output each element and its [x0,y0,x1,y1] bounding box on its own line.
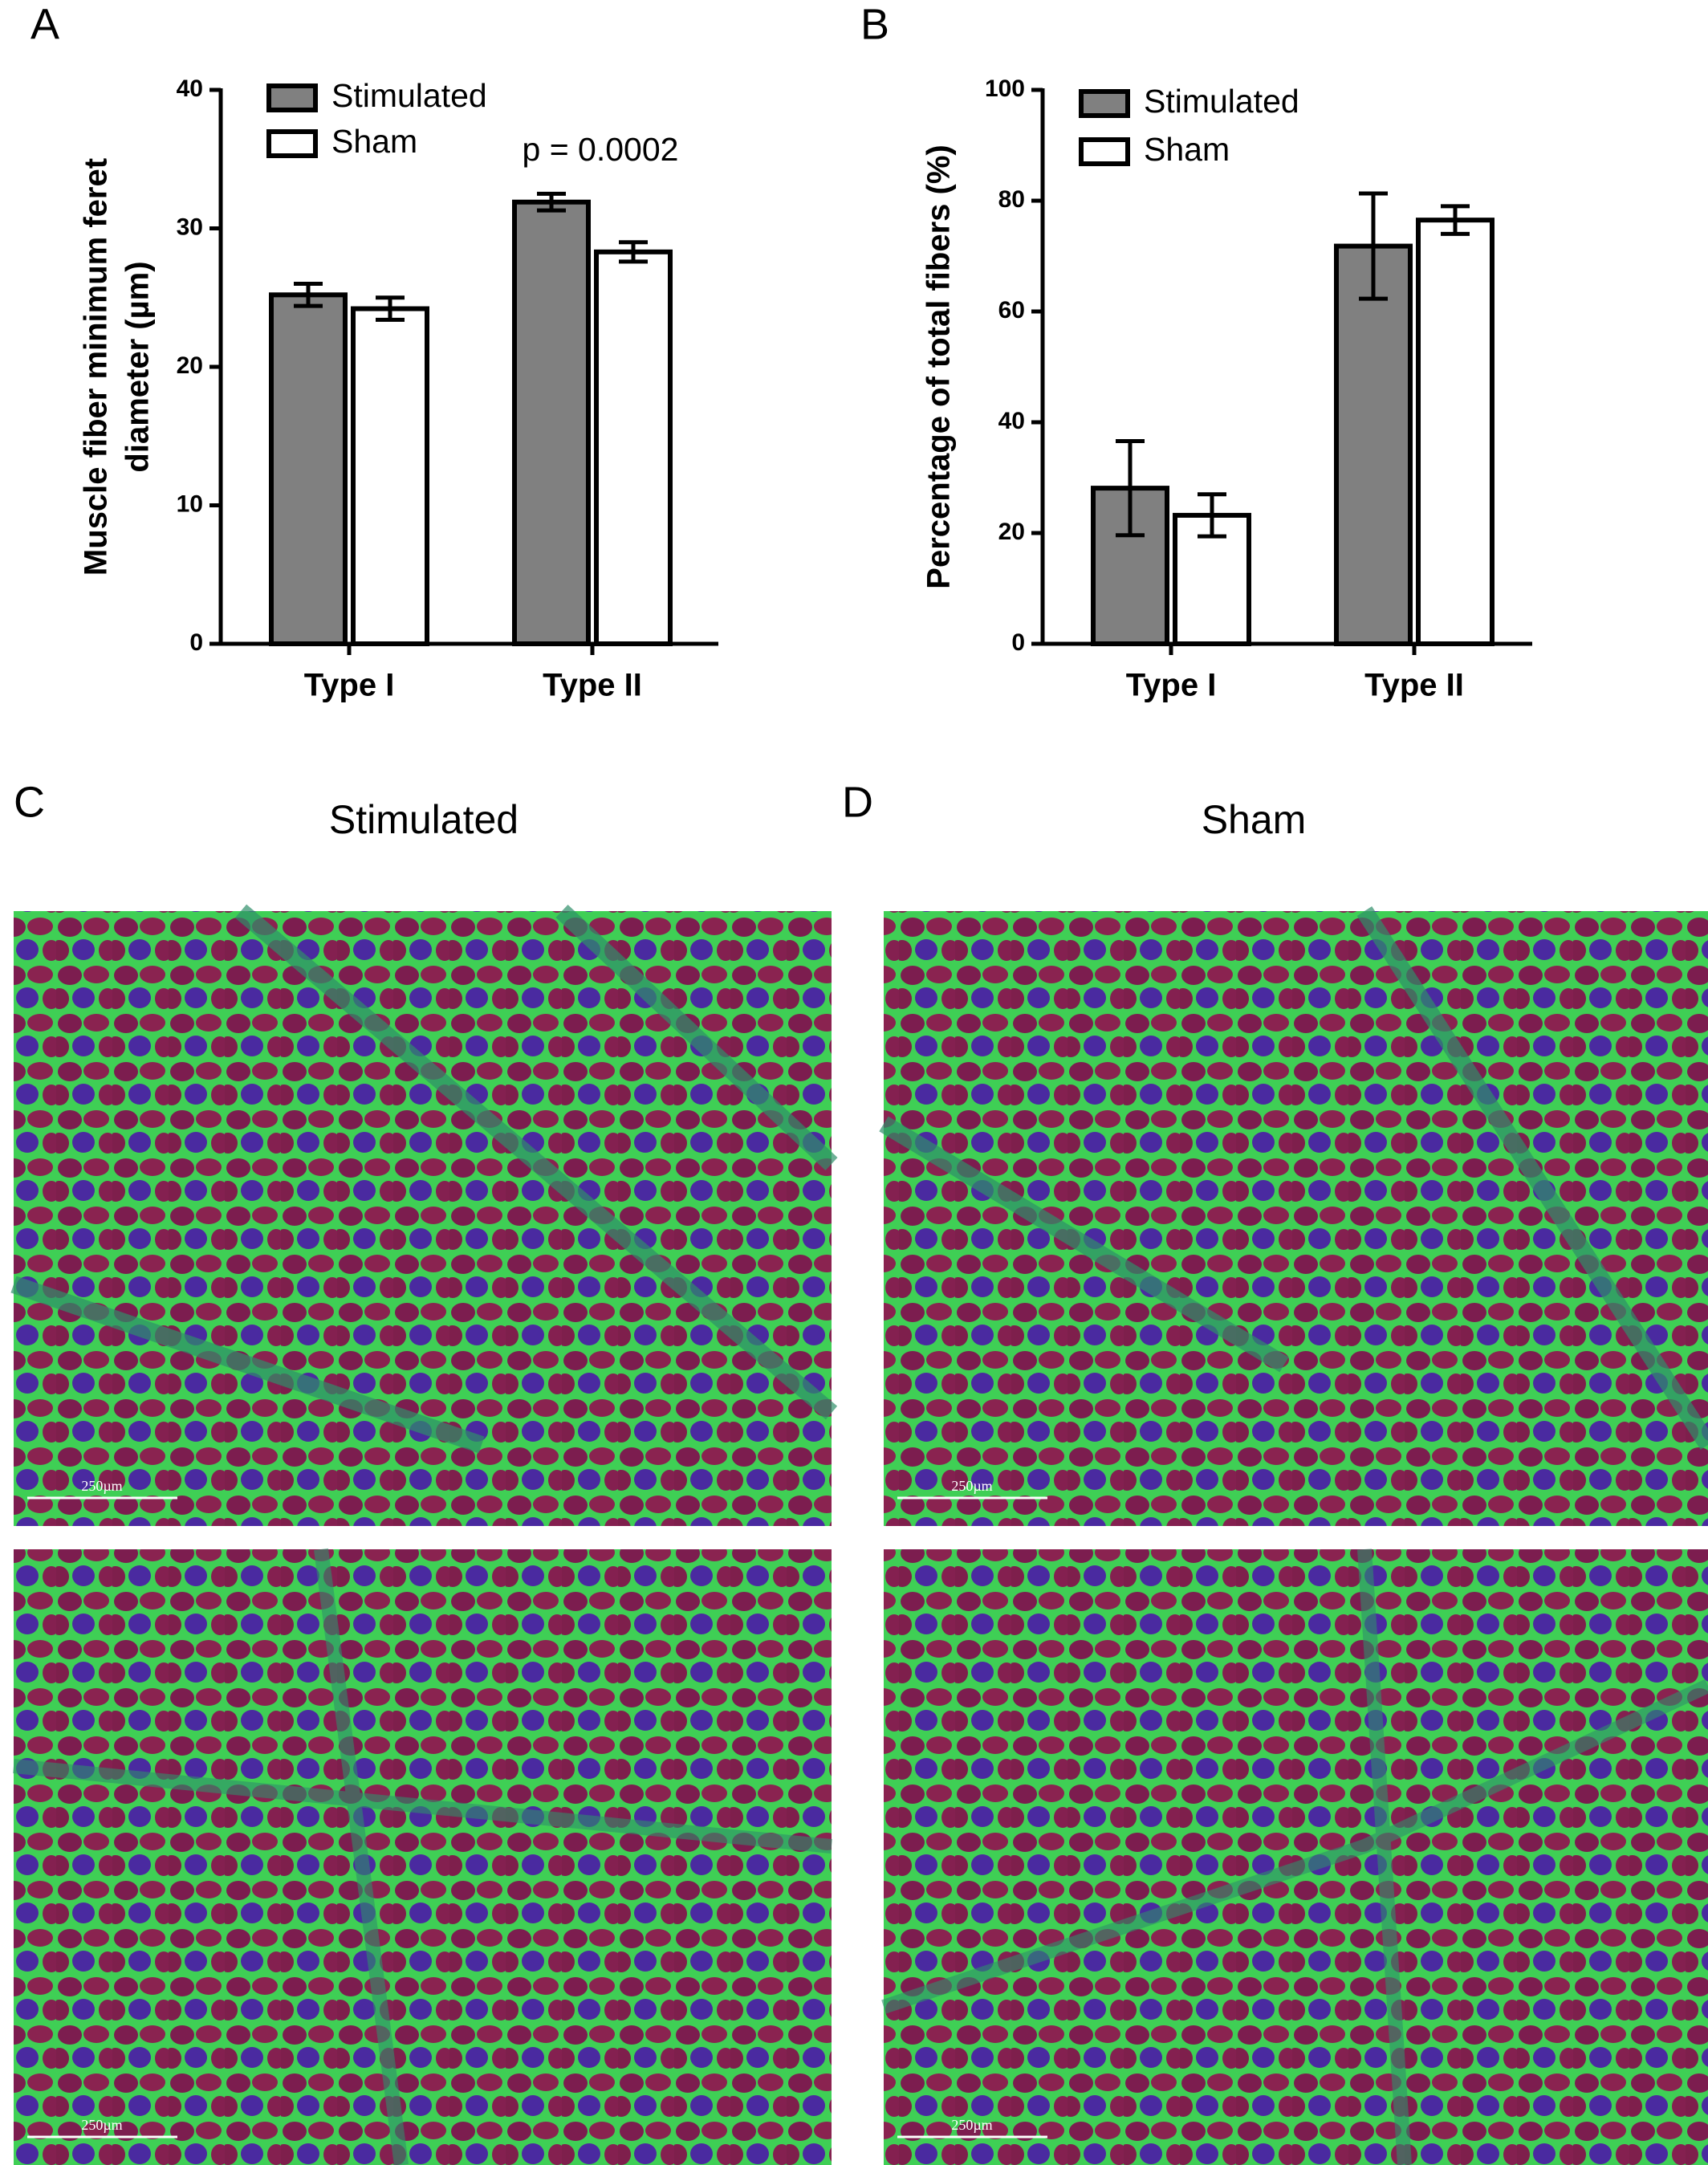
micrographs: 250µm 250µm 250µm 250µm [10,904,1708,2165]
y-tick-label: 0 [189,629,203,656]
panel-label: B [860,0,889,48]
legend-label: Sham [1144,131,1230,168]
panel-label: A [31,0,59,48]
error-bar [1198,492,1226,539]
legend-swatch [266,129,318,158]
legend-label: Stimulated [1144,83,1299,120]
bar [512,199,591,647]
y-tick-label: 20 [998,519,1025,545]
x-tick-label: Type II [1364,668,1464,703]
y-tick-label: 40 [177,75,203,102]
error-bar [537,191,566,213]
y-tick-label: 10 [177,490,203,517]
legend-label: Stimulated [331,77,487,114]
micrograph [884,1549,1708,2165]
y-axis-label: Muscle fiber minimum feret [79,158,114,576]
connective-tissue [10,904,838,1454]
x-tick-label: Type I [304,668,395,703]
y-tick-label: 100 [985,75,1025,102]
legend-label: Sham [331,123,417,160]
legend-swatch [1079,137,1130,166]
legend-swatch [1079,89,1130,118]
bar [1334,243,1413,646]
y-tick-label: 40 [998,408,1025,434]
error-bar [1441,204,1470,236]
y-tick-label: 30 [177,214,203,240]
error-bar [294,282,323,308]
error-bar [376,295,405,322]
scale-bar-label: 250µm [81,2117,122,2133]
y-tick-label: 80 [998,186,1025,213]
connective-tissue [881,1548,1708,2165]
bar [1416,218,1494,646]
y-axis-label: diameter (µm) [120,261,156,472]
micrograph [14,1549,832,2165]
bar [351,306,429,646]
x-tick-label: Type II [543,668,642,703]
panel-heading: Stimulated [329,797,518,842]
y-tick-label: 0 [1011,629,1025,656]
bar [594,249,673,646]
legend-swatch [266,83,318,112]
y-tick-label: 20 [177,352,203,379]
y-axis-label: Percentage of total fibers (%) [921,144,957,588]
bar [269,292,348,646]
y-tick-label: 60 [998,297,1025,324]
micrograph [884,911,1708,1526]
scale-bar-label: 250µm [951,2117,992,2133]
error-bar [1359,191,1388,301]
x-tick-label: Type I [1126,668,1217,703]
error-bar [1116,438,1145,538]
panel-label: D [842,778,873,826]
scale-bar-label: 250µm [81,1478,122,1494]
connective-tissue [13,1548,832,2165]
scale-bar-label: 250µm [951,1478,992,1494]
panel-label: C [14,778,45,826]
panel-heading: Sham [1202,797,1307,842]
annotation: p = 0.0002 [523,131,679,168]
error-bar [619,240,648,264]
connective-tissue [879,906,1708,1450]
